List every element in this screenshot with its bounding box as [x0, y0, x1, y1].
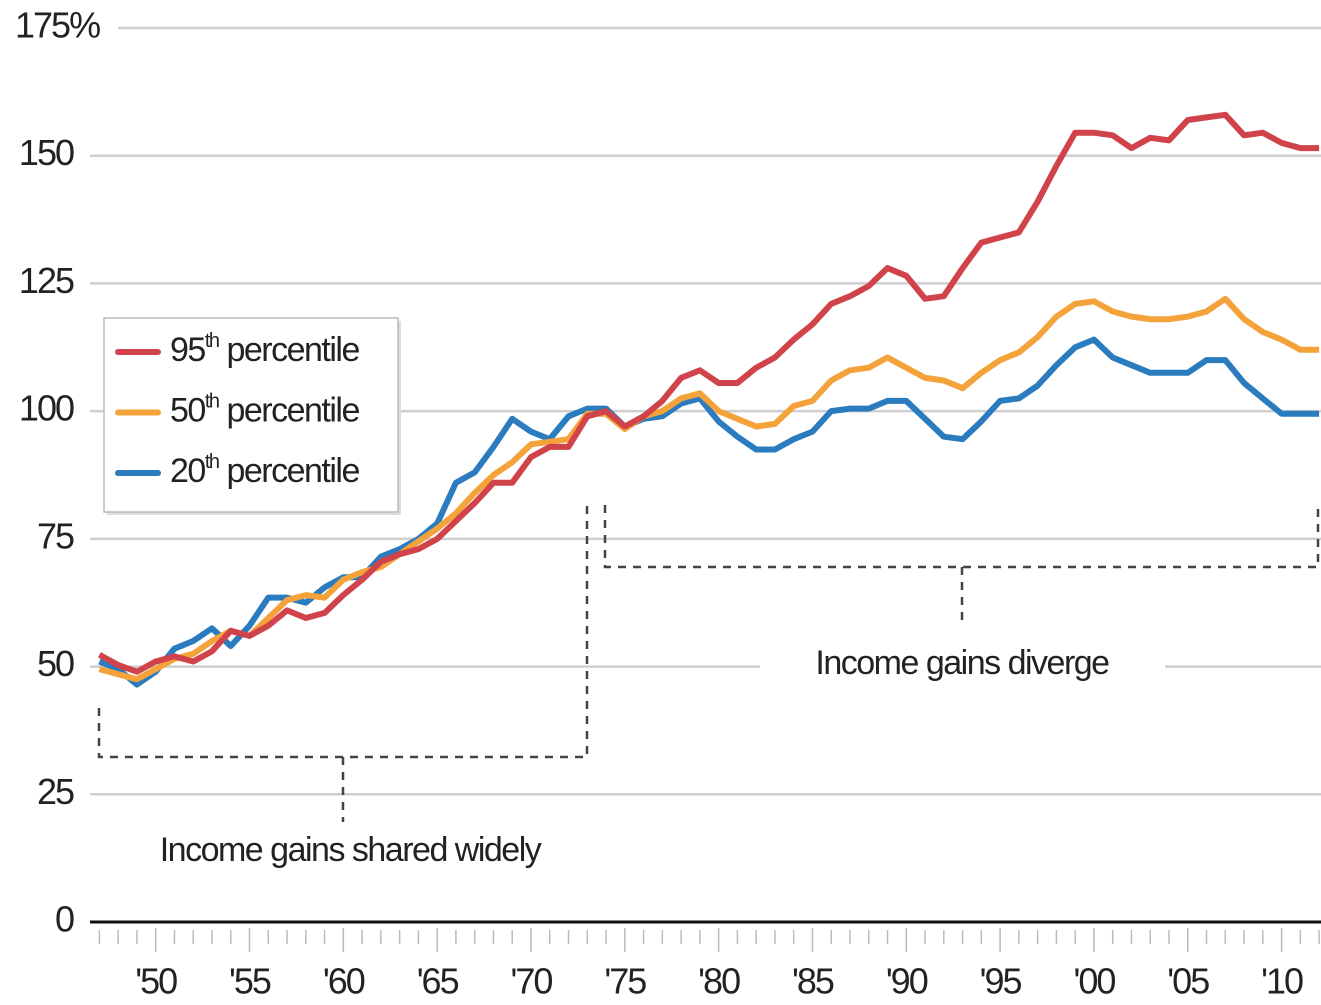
lines: [97, 111, 1320, 688]
x-tick-label: '55: [229, 961, 271, 1002]
y-tick-label: 50: [37, 643, 74, 684]
annotation-background: [760, 640, 1165, 694]
series-line: [97, 111, 1320, 675]
x-tick-label: '90: [886, 961, 928, 1002]
y-tick-label: 150: [19, 132, 74, 173]
annotation: Income gains diverge: [815, 644, 1109, 682]
x-tick-label: '65: [417, 961, 459, 1002]
x-tick-label: '80: [698, 961, 740, 1002]
y-tick-label: 175%: [15, 5, 100, 46]
y-tick-label: 0: [55, 899, 74, 940]
y-tick-label: 125: [19, 260, 74, 301]
x-tick-label: '60: [323, 961, 365, 1002]
x-tick-label: '70: [511, 961, 553, 1002]
x-tick-label: '95: [980, 961, 1022, 1002]
legend-label: 50th percentile: [170, 391, 359, 430]
series-line: [98, 295, 1320, 683]
x-tick-label: '10: [1261, 961, 1303, 1002]
bracket: [603, 505, 1320, 627]
x-tick-label: '50: [135, 961, 177, 1002]
y-tick-label: 100: [19, 388, 74, 429]
x-tick-label: '05: [1167, 961, 1209, 1002]
series-line: [98, 336, 1320, 688]
x-tick-label: '75: [604, 961, 646, 1002]
legend: 95th percentile 50th percentile 20th perce…: [103, 317, 401, 515]
y-tick-label: 25: [37, 771, 74, 812]
x-tick-label: '85: [792, 961, 834, 1002]
legend-label: 95th percentile: [170, 330, 359, 369]
bracket: [97, 505, 589, 822]
y-tick-label: 75: [37, 515, 74, 556]
annotation: Income gains shared widely: [160, 831, 542, 869]
legend-label: 20th percentile: [170, 451, 359, 490]
x-tick-label: '00: [1073, 961, 1115, 1002]
